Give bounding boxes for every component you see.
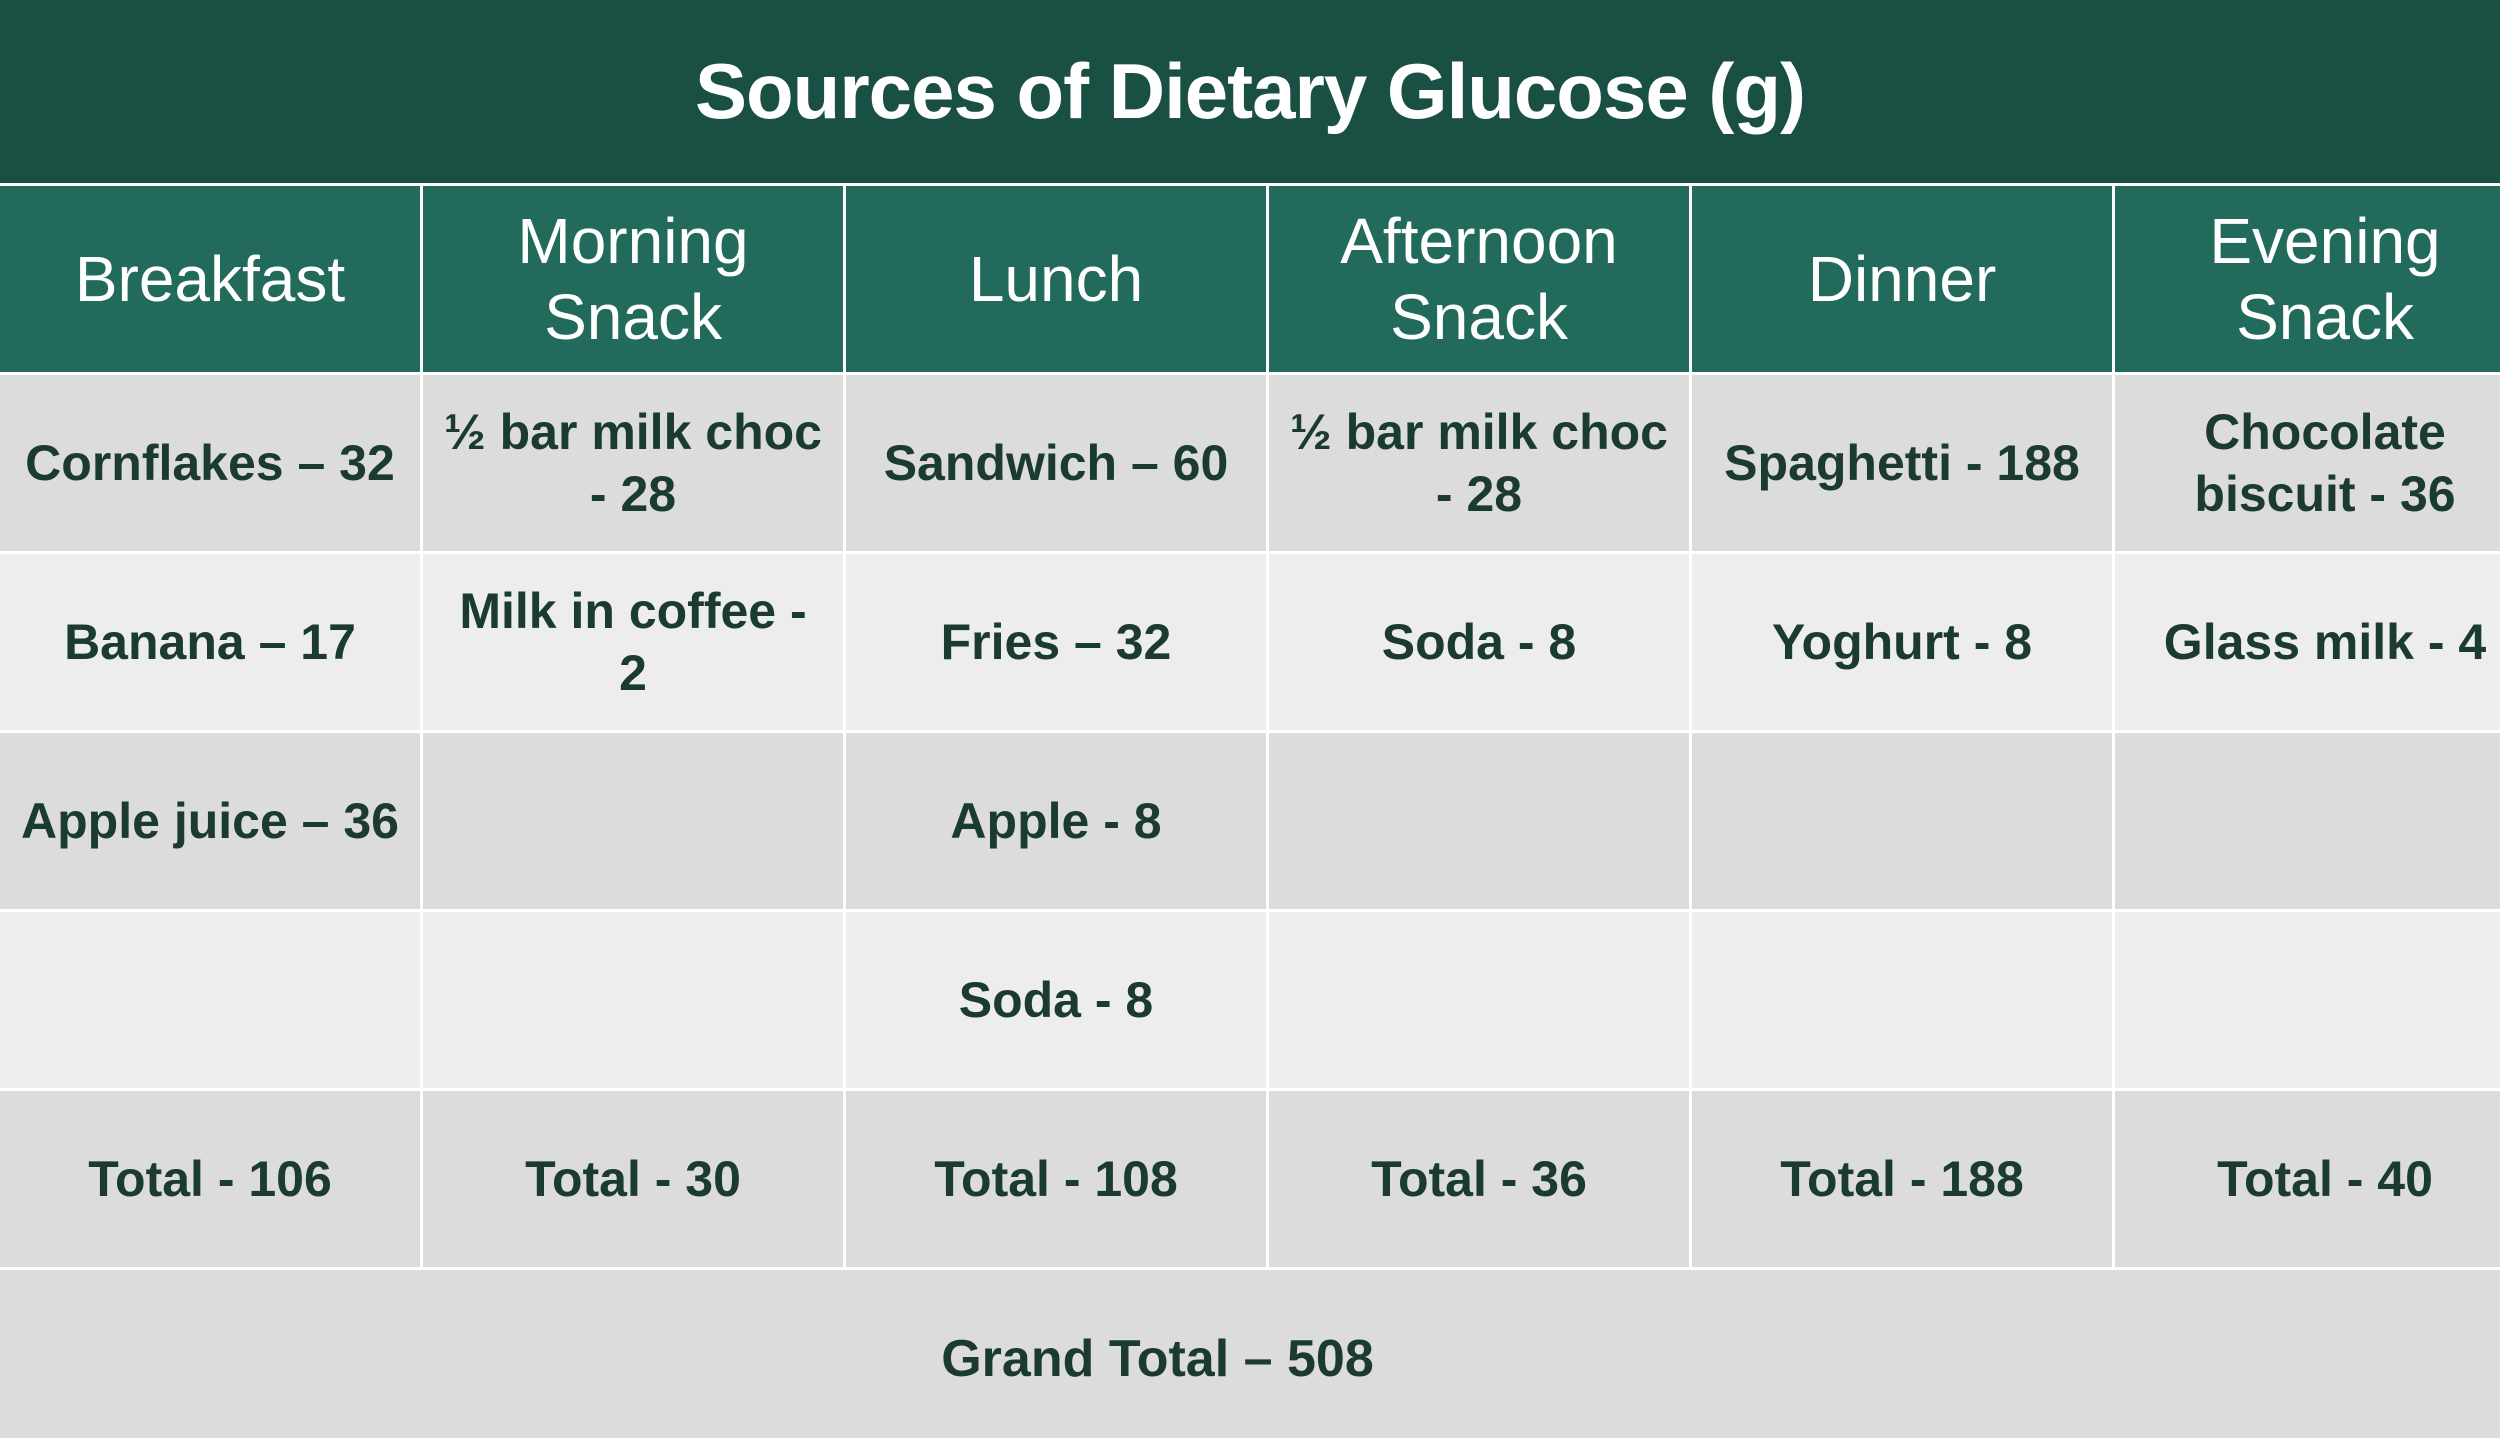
table-cell: Spaghetti - 188 <box>1692 375 2112 551</box>
total-cell: Total - 106 <box>0 1091 420 1267</box>
table-cell: Cornflakes – 32 <box>0 375 420 551</box>
table-cell: Soda - 8 <box>1269 554 1689 730</box>
column-header-afternoon-snack: Afternoon Snack <box>1269 186 1689 372</box>
table-cell: Fries – 32 <box>846 554 1266 730</box>
total-cell: Total - 30 <box>423 1091 843 1267</box>
table-cell: Apple - 8 <box>846 733 1266 909</box>
total-cell: Total - 108 <box>846 1091 1266 1267</box>
table-title: Sources of Dietary Glucose (g) <box>0 0 2500 183</box>
column-header-breakfast: Breakfast <box>0 186 420 372</box>
column-header-lunch: Lunch <box>846 186 1266 372</box>
table-cell: Chocolate biscuit - 36 <box>2115 375 2500 551</box>
table-cell: Soda - 8 <box>846 912 1266 1088</box>
column-header-evening-snack: Evening Snack <box>2115 186 2500 372</box>
table-cell: Glass milk - 4 <box>2115 554 2500 730</box>
table-cell: Milk in coffee - 2 <box>423 554 843 730</box>
glucose-table: Breakfast Morning Snack Lunch Afternoon Sn… <box>0 183 2500 1438</box>
total-cell: Total - 188 <box>1692 1091 2112 1267</box>
table-cell: ½ bar milk choc - 28 <box>1269 375 1689 551</box>
table-cell <box>1692 912 2112 1088</box>
table-cell <box>1269 912 1689 1088</box>
total-cell: Total - 36 <box>1269 1091 1689 1267</box>
grand-total: Grand Total – 508 <box>0 1270 2500 1438</box>
table-cell: ½ bar milk choc - 28 <box>423 375 843 551</box>
table-cell <box>1269 733 1689 909</box>
table-cell: Banana – 17 <box>0 554 420 730</box>
table-cell: Sandwich – 60 <box>846 375 1266 551</box>
column-header-dinner: Dinner <box>1692 186 2112 372</box>
table-cell <box>2115 912 2500 1088</box>
table-cell: Yoghurt - 8 <box>1692 554 2112 730</box>
total-cell: Total - 40 <box>2115 1091 2500 1267</box>
table-cell <box>2115 733 2500 909</box>
table-cell <box>0 912 420 1088</box>
column-header-morning-snack: Morning Snack <box>423 186 843 372</box>
table-cell <box>1692 733 2112 909</box>
table-cell: Apple juice – 36 <box>0 733 420 909</box>
table-cell <box>423 733 843 909</box>
table-cell <box>423 912 843 1088</box>
